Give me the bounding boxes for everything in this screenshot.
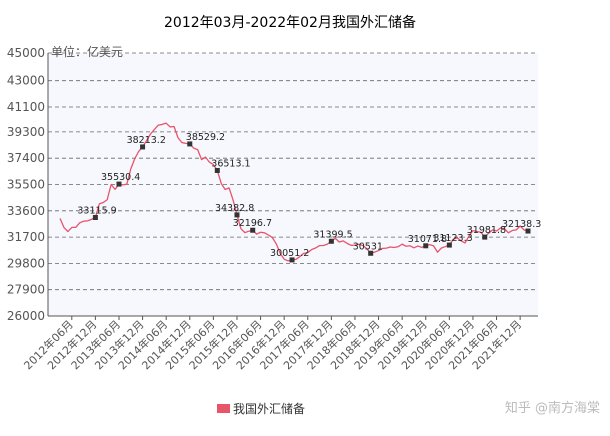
y-tick-label: 43000 (7, 74, 45, 88)
y-tick-label: 27900 (7, 283, 45, 297)
y-tick-label: 33600 (7, 204, 45, 218)
data-label: 32138.3 (502, 219, 541, 230)
data-label: 30531 (353, 241, 383, 252)
y-tick-label: 45000 (7, 46, 45, 60)
y-tick-label: 31700 (7, 230, 45, 244)
data-label: 31981.8 (467, 225, 506, 236)
data-point (234, 212, 240, 218)
y-tick-labels: 26000 27900 29800 31700 33600 35500 37400 39300… (7, 46, 45, 323)
legend: 我国外汇储备 (217, 401, 305, 416)
y-tick-label: 29800 (7, 256, 45, 270)
y-tick-label: 41100 (7, 100, 45, 114)
data-label: 32196.7 (233, 218, 272, 229)
legend-label: 我国外汇储备 (233, 401, 305, 416)
y-tick-label: 39300 (7, 125, 45, 139)
data-point (368, 250, 374, 256)
data-label: 31399.5 (313, 229, 352, 240)
legend-swatch (217, 404, 230, 413)
data-label: 34382.8 (215, 203, 254, 214)
data-labels: 33115.9 35530.4 38213.2 38529.2 36513.1 34382… (77, 132, 541, 259)
data-point (423, 243, 429, 249)
data-point (482, 234, 488, 240)
data-label: 38529.2 (186, 132, 225, 143)
data-label: 35530.4 (101, 172, 140, 183)
watermark: 知乎 @南方海棠 (505, 400, 600, 416)
data-point (140, 144, 146, 150)
x-tick-labels: 2012年06月2012年12月2013年06月2013年12月2014年06月… (21, 317, 524, 372)
data-label: 31123.3 (433, 233, 472, 244)
data-label: 30051.2 (270, 248, 309, 259)
data-points (92, 141, 531, 263)
data-point (116, 181, 122, 187)
data-label: 38213.2 (127, 135, 166, 146)
data-point (446, 242, 452, 248)
data-point (214, 167, 220, 173)
y-tick-label: 26000 (7, 309, 45, 323)
data-label: 31071.8 (408, 234, 447, 245)
data-point (328, 238, 334, 244)
y-tick-label: 35500 (7, 178, 45, 192)
data-label: 36513.1 (211, 158, 250, 169)
data-point (187, 141, 193, 147)
axes (47, 53, 538, 320)
data-point (250, 227, 256, 233)
data-point (525, 228, 531, 234)
y-tick-label: 37400 (7, 151, 45, 165)
grid-lines (48, 52, 538, 291)
data-point (92, 215, 98, 221)
y-axis-label: 单位：亿美元 (51, 44, 123, 59)
data-label: 33115.9 (77, 206, 116, 217)
data-point (289, 257, 295, 263)
chart-title: 2012年03月-2022年02月我国外汇储备 (164, 14, 416, 31)
